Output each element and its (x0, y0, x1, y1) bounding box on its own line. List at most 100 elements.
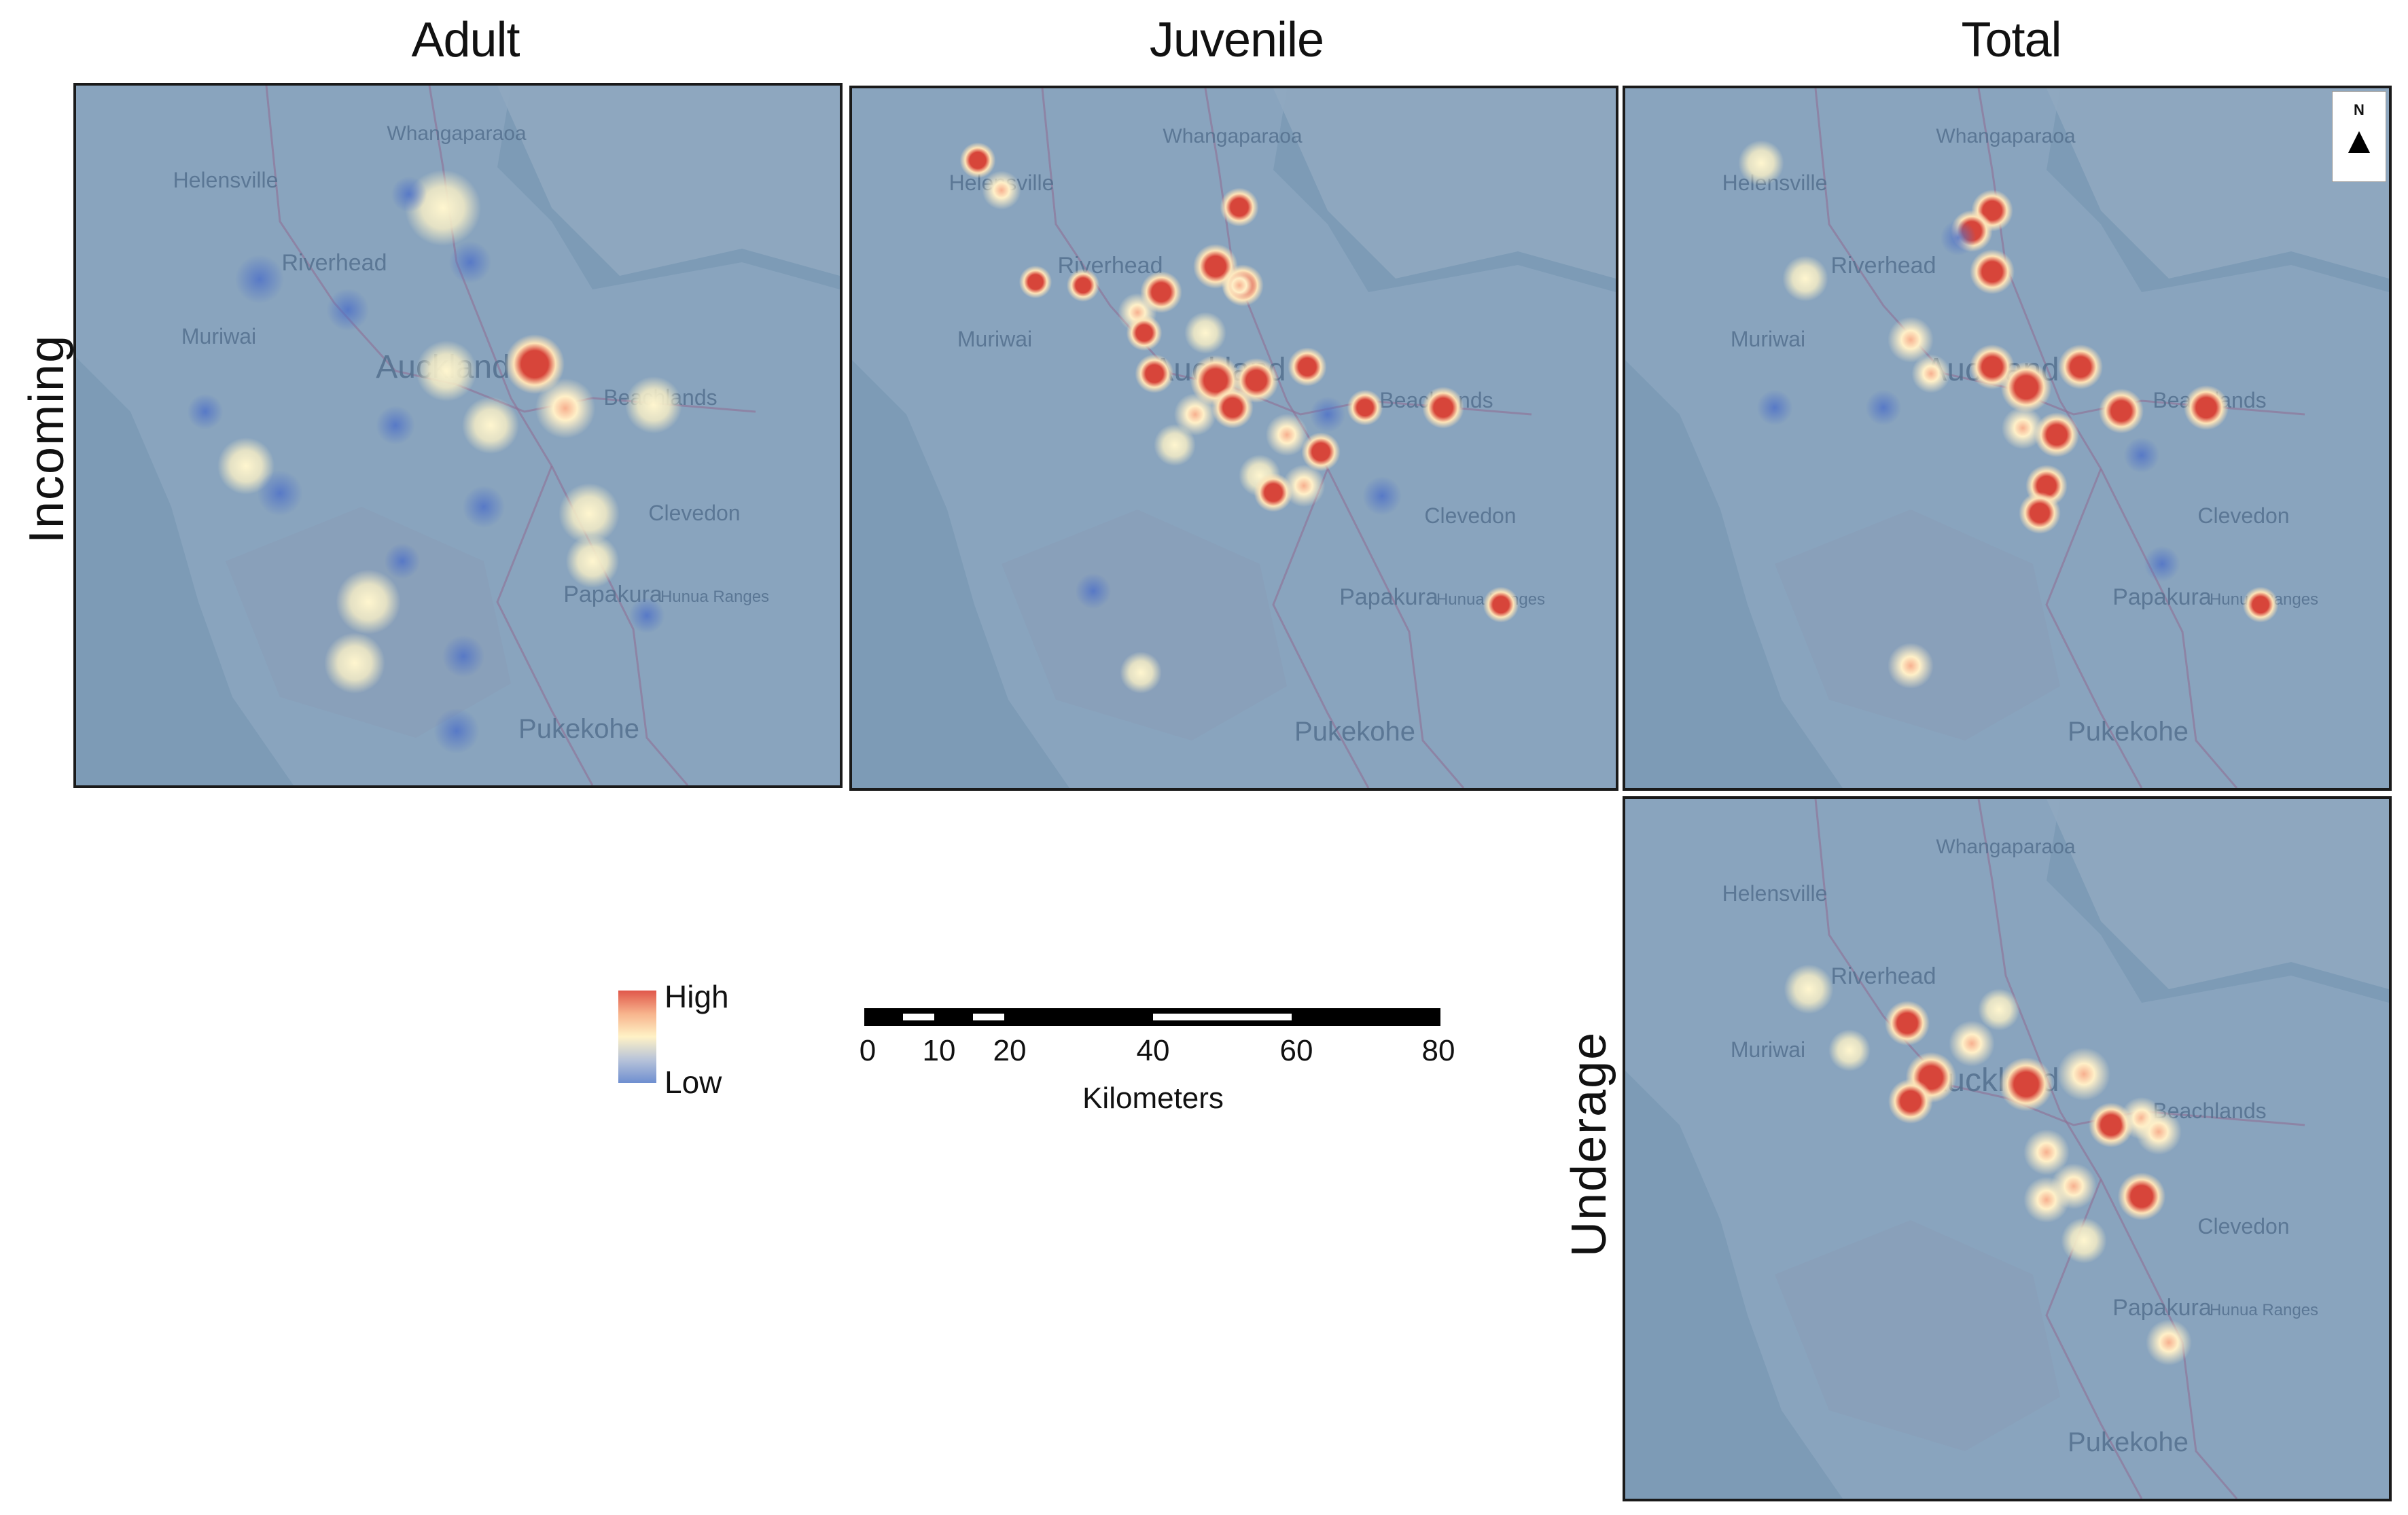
place-label: Riverhead (1831, 253, 1936, 279)
map-panel-adult-incoming: WhangaparaoaHelensvilleRiverheadMuriwaiA… (73, 83, 843, 788)
heat-spot (628, 597, 665, 634)
heat-spot (442, 635, 485, 678)
place-label: Pukekohe (1294, 717, 1415, 747)
heat-spot (1222, 268, 1257, 303)
heat-spot (2001, 406, 2044, 450)
map-land (2047, 88, 2389, 279)
heat-spot (2136, 1109, 2182, 1155)
map-road (2045, 468, 2143, 788)
heat-spot (1288, 347, 1327, 387)
heat-spot (2000, 361, 2052, 413)
heat-spot (462, 397, 519, 454)
place-label: Papakura (2112, 1295, 2212, 1321)
heat-spot (1885, 1001, 1930, 1046)
heat-spot (535, 378, 596, 439)
heat-spot (187, 393, 224, 430)
heat-spot (625, 376, 682, 433)
heat-spot (462, 485, 506, 529)
map-panel-total-incoming: WhangaparaoaHelensvilleRiverheadMuriwaiA… (1623, 86, 2392, 791)
heat-spot (1828, 1029, 1871, 1071)
place-label: Whangaparaoa (1163, 125, 1302, 147)
heat-spot (1173, 393, 1217, 436)
heat-spot (448, 240, 492, 284)
heat-spot (324, 632, 385, 694)
heat-spot (1784, 964, 1834, 1014)
place-label: Clevedon (648, 501, 740, 525)
legend-high-label: High (665, 979, 729, 1014)
heat-spot (1135, 354, 1174, 393)
heat-spot (326, 288, 370, 332)
heat-spot (2061, 1217, 2107, 1264)
place-label: Helensville (1722, 881, 1828, 906)
heat-spot (217, 438, 275, 495)
heat-spot (1120, 652, 1162, 694)
place-label: Pukekohe (2068, 1427, 2189, 1457)
place-label: Hunua Ranges (660, 588, 769, 606)
heat-spot (1347, 389, 1383, 426)
heat-spot (391, 176, 427, 213)
heat-spot (2034, 412, 2079, 457)
scale-bar-segments (864, 1008, 1440, 1026)
map-road (1814, 799, 2006, 1099)
heat-spot (2051, 1163, 2097, 1209)
heat-spot (505, 334, 565, 394)
heat-spot (1888, 1079, 1933, 1124)
heat-spot (1066, 268, 1100, 302)
heat-spot (2123, 437, 2160, 474)
heat-spot (1220, 188, 1259, 227)
heat-spot (959, 142, 996, 179)
heat-spot (2117, 1172, 2166, 1221)
heat-spot (1154, 424, 1196, 466)
heat-spot (1865, 389, 1902, 426)
heat-spot (1888, 317, 1934, 363)
heat-spot (1782, 255, 1828, 302)
heat-spot (1888, 643, 1934, 689)
heat-spot (1362, 476, 1402, 516)
map-land (1775, 1220, 2060, 1451)
title-adult: Adult (411, 13, 520, 67)
place-label: Whangaparaoa (387, 122, 526, 145)
place-label: Muriwai (957, 327, 1032, 351)
heat-spot (2144, 546, 2180, 582)
legend-color-ramp (618, 991, 656, 1083)
scale-unit: Kilometers (1082, 1082, 1224, 1115)
row-label-underage: Underage (1562, 1031, 1616, 1257)
map-road (1977, 799, 2238, 1499)
heat-spot (2057, 1048, 2110, 1101)
place-label: Muriwai (181, 324, 256, 349)
heat-spot (376, 406, 415, 445)
heat-spot (559, 483, 620, 544)
heat-spot (1970, 249, 2015, 294)
heat-spot (1211, 387, 1254, 429)
heat-spot (565, 534, 620, 588)
place-label: Clevedon (2197, 1214, 2289, 1238)
place-label: Pukekohe (2068, 717, 2189, 747)
heat-spot (1949, 1020, 1995, 1067)
place-label: Muriwai (1731, 327, 1805, 351)
map-road (1272, 468, 1370, 788)
heat-spot (1126, 315, 1163, 351)
heat-spot (1483, 586, 1519, 623)
scale-tick-20: 20 (993, 1034, 1027, 1067)
place-label: Clevedon (1424, 503, 1516, 528)
heat-spot (257, 470, 303, 516)
heat-spot (1422, 387, 1464, 429)
heat-spot (1309, 396, 1346, 433)
north-arrow: N (2332, 91, 2386, 182)
heat-spot (416, 340, 477, 402)
map-road (496, 465, 594, 785)
scale-tick-10: 10 (922, 1034, 956, 1067)
heatmap-underage: WhangaparaoaHelensvilleRiverheadMuriwaiA… (1625, 799, 2389, 1499)
heat-spot (2242, 586, 2279, 623)
heat-spot (2023, 1129, 2070, 1175)
place-label: Muriwai (1731, 1037, 1805, 1062)
place-label: Hunua Ranges (2210, 1301, 2318, 1319)
place-label: Helensville (173, 168, 279, 192)
heat-spot (982, 171, 1021, 210)
map-panel-total-underage: Whangaparaoa Helensville Riverhead Muriwai A… (1623, 796, 2392, 1501)
scale-tick-60: 60 (1279, 1034, 1313, 1067)
heat-spot (1738, 140, 1784, 186)
place-label: Riverhead (1831, 963, 1936, 989)
heatmap-total: WhangaparaoaHelensvilleRiverheadMuriwaiA… (1625, 88, 2389, 788)
heat-spot (1282, 464, 1326, 507)
